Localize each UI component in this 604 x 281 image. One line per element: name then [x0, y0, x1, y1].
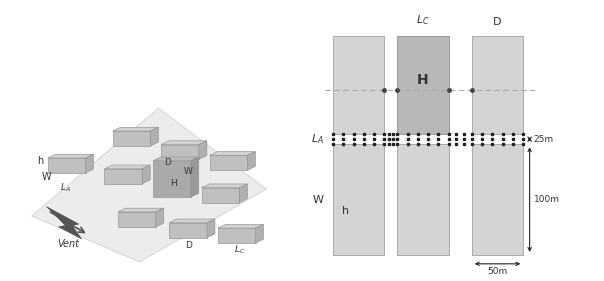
Text: D: D: [185, 241, 191, 250]
Text: H: H: [170, 179, 176, 188]
Bar: [397, 37, 449, 134]
Polygon shape: [104, 169, 143, 184]
Polygon shape: [191, 157, 199, 197]
Polygon shape: [143, 165, 150, 184]
Polygon shape: [210, 155, 248, 170]
Polygon shape: [248, 151, 255, 170]
Polygon shape: [153, 157, 199, 161]
Polygon shape: [86, 154, 94, 173]
Polygon shape: [31, 108, 266, 262]
Text: W: W: [313, 194, 324, 205]
Polygon shape: [47, 207, 82, 239]
Text: W: W: [42, 172, 51, 182]
Bar: [472, 37, 523, 134]
Polygon shape: [239, 184, 247, 203]
Bar: [472, 144, 523, 255]
Polygon shape: [118, 208, 164, 212]
Polygon shape: [202, 184, 247, 188]
Text: $L_A$: $L_A$: [60, 182, 71, 194]
Polygon shape: [112, 131, 150, 146]
Polygon shape: [48, 154, 94, 158]
Polygon shape: [48, 158, 86, 173]
Polygon shape: [218, 228, 255, 243]
Text: $L_A$: $L_A$: [311, 132, 324, 146]
Polygon shape: [207, 219, 215, 238]
Text: 50m: 50m: [487, 267, 507, 276]
Polygon shape: [161, 144, 199, 159]
Polygon shape: [112, 127, 158, 131]
Polygon shape: [169, 223, 207, 238]
Text: D: D: [164, 158, 172, 167]
Polygon shape: [169, 219, 215, 223]
Text: $L_C$: $L_C$: [416, 14, 430, 28]
Polygon shape: [104, 165, 150, 169]
Text: 25m: 25m: [533, 135, 554, 144]
Text: h: h: [37, 156, 43, 166]
Polygon shape: [210, 151, 255, 155]
Text: Vent: Vent: [57, 239, 79, 249]
Polygon shape: [150, 127, 158, 146]
Text: W: W: [184, 167, 193, 176]
Text: h: h: [342, 206, 350, 216]
Polygon shape: [199, 141, 207, 159]
Polygon shape: [118, 212, 156, 227]
Polygon shape: [161, 141, 207, 144]
Polygon shape: [156, 208, 164, 227]
Polygon shape: [218, 225, 263, 228]
Polygon shape: [255, 225, 263, 243]
Bar: [397, 144, 449, 255]
Text: D: D: [493, 17, 502, 28]
Text: H: H: [417, 73, 429, 87]
Bar: [333, 37, 385, 134]
Text: $L_C$: $L_C$: [234, 244, 245, 256]
Polygon shape: [202, 188, 239, 203]
Text: 100m: 100m: [533, 195, 559, 204]
Bar: [333, 144, 385, 255]
Polygon shape: [153, 161, 191, 197]
